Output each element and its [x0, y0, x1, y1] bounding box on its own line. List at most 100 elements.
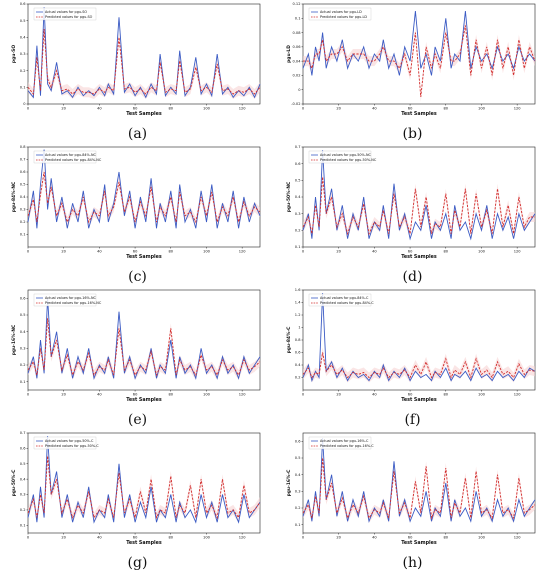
plot-frame	[302, 432, 536, 534]
panel-caption: (h)	[403, 555, 423, 571]
y-tick-label: 0.4	[295, 473, 301, 477]
plot-frame	[27, 432, 261, 534]
y-tick-label: 0.06	[292, 45, 301, 49]
predicted-series-line	[303, 25, 536, 97]
x-tick-label: 40	[97, 250, 102, 254]
legend-label: Actual values for pgu-84%-C	[320, 296, 369, 300]
x-tick-label: 40	[97, 393, 102, 397]
x-tick-label: 40	[372, 393, 377, 397]
y-tick-label: 0.7	[20, 158, 26, 162]
y-tick-label: 1.4	[295, 301, 301, 305]
x-tick-label: 20	[336, 250, 341, 254]
y-tick-label: 0.1	[295, 16, 301, 20]
y-tick-label: 0.2	[20, 69, 26, 73]
legend-label: Predicted values for pgu-16%-C	[320, 444, 374, 448]
y-tick-label: 0.6	[20, 170, 26, 174]
panel-caption: (e)	[128, 412, 147, 428]
y-tick-label: 0.7	[295, 145, 301, 149]
panel-caption: (g)	[128, 555, 148, 571]
y-tick-label: 0.3	[20, 493, 26, 497]
x-tick-label: 60	[408, 250, 413, 254]
y-tick-label: 0.1	[295, 245, 301, 249]
x-tick-label: 60	[133, 536, 138, 540]
predicted-series-line	[27, 318, 261, 377]
y-tick-label: 0.4	[20, 330, 26, 334]
y-tick-label: 0.5	[295, 179, 301, 183]
predicted-series-line	[302, 457, 536, 520]
x-tick-label: 0	[302, 250, 305, 254]
x-tick-label: 120	[514, 393, 522, 397]
x-tick-label: 20	[61, 393, 66, 397]
x-axis-label: Test Samples	[126, 254, 162, 260]
actual-series-line	[302, 150, 536, 241]
y-tick-label: 0.8	[20, 145, 26, 149]
predicted-series-line	[302, 176, 535, 236]
x-axis-label: Test Samples	[126, 397, 162, 403]
y-tick-label: 0.8	[295, 338, 301, 342]
x-tick-label: 80	[443, 107, 448, 111]
legend-label: Predicted values for pgu-50%-NC	[320, 158, 377, 162]
x-axis-label: Test Samples	[401, 540, 437, 546]
y-tick-label: 0.2	[295, 229, 301, 233]
x-axis-label: Test Samples	[401, 111, 437, 117]
y-tick-label: 0.4	[295, 363, 301, 367]
panel-caption: (b)	[403, 126, 423, 142]
x-tick-label: 0	[302, 536, 305, 540]
legend-label: Actual values for pgu-SO	[45, 10, 87, 14]
x-tick-label: 80	[443, 393, 448, 397]
x-tick-label: 100	[478, 250, 486, 254]
legend-box	[308, 150, 372, 164]
legend-label: Actual values for pgu-84%-NC	[45, 153, 97, 157]
y-tick-label: 1.2	[295, 313, 301, 317]
actual-series-line	[302, 437, 536, 523]
x-tick-label: 120	[514, 250, 522, 254]
x-tick-label: 120	[239, 107, 247, 111]
actual-series-line	[27, 7, 261, 99]
legend-label: Predicted values for pgu-84%-C	[320, 301, 374, 305]
y-tick-label: 0.2	[20, 363, 26, 367]
legend-label: Predicted values for pgu-SO	[45, 15, 93, 19]
actual-series-line	[302, 11, 536, 76]
x-tick-label: 0	[302, 107, 305, 111]
x-tick-label: 40	[97, 107, 102, 111]
chart-panel-4: 0.1 0.2 0.3 0.4 0.5 0.6 0.7 0 20 40 60 80 100 120 Actu…	[286, 145, 536, 285]
actual-series-line	[27, 149, 261, 229]
prediction-band	[303, 347, 535, 383]
panel-caption: (f)	[404, 412, 420, 428]
x-tick-label: 20	[61, 536, 66, 540]
x-tick-label: 40	[372, 536, 377, 540]
x-tick-label: 20	[61, 107, 66, 111]
x-tick-label: 100	[203, 393, 211, 397]
x-tick-label: 20	[336, 393, 341, 397]
y-tick-label: 0.5	[20, 19, 26, 23]
legend-label: Predicted values for pgu-84%-NC	[45, 158, 102, 162]
x-tick-label: 80	[443, 536, 448, 540]
x-tick-label: 80	[168, 536, 173, 540]
y-tick-label: 0.02	[292, 74, 300, 78]
x-tick-label: 40	[97, 536, 102, 540]
x-tick-label: 80	[168, 107, 173, 111]
plot-frame	[302, 3, 536, 105]
x-tick-label: 40	[372, 250, 377, 254]
legend-box	[308, 7, 372, 21]
predicted-series-line	[27, 171, 261, 224]
x-tick-label: 20	[61, 250, 66, 254]
y-tick-label: 0.2	[20, 508, 26, 512]
plot-frame	[27, 289, 261, 391]
y-tick-label: 0.6	[295, 162, 301, 166]
y-tick-label: 0.3	[295, 490, 301, 494]
y-tick-label: 0.3	[20, 208, 26, 212]
panel-caption: (d)	[403, 269, 423, 285]
legend-label: Predicted values for pgu-16%-NC	[45, 301, 102, 305]
x-tick-label: 100	[478, 393, 486, 397]
legend-label: Actual values for pgu-16%-C	[320, 439, 369, 443]
y-tick-label: 0.4	[295, 195, 301, 199]
y-tick-label: 0.3	[20, 347, 26, 351]
y-tick-label: 0.5	[20, 313, 26, 317]
legend-label: Actual values for pgu-50%-C	[45, 439, 94, 443]
y-tick-label: 0	[23, 102, 26, 106]
y-tick-label: 0.4	[20, 195, 26, 199]
legend-box	[308, 436, 372, 450]
y-tick-label: 0.5	[20, 183, 26, 187]
